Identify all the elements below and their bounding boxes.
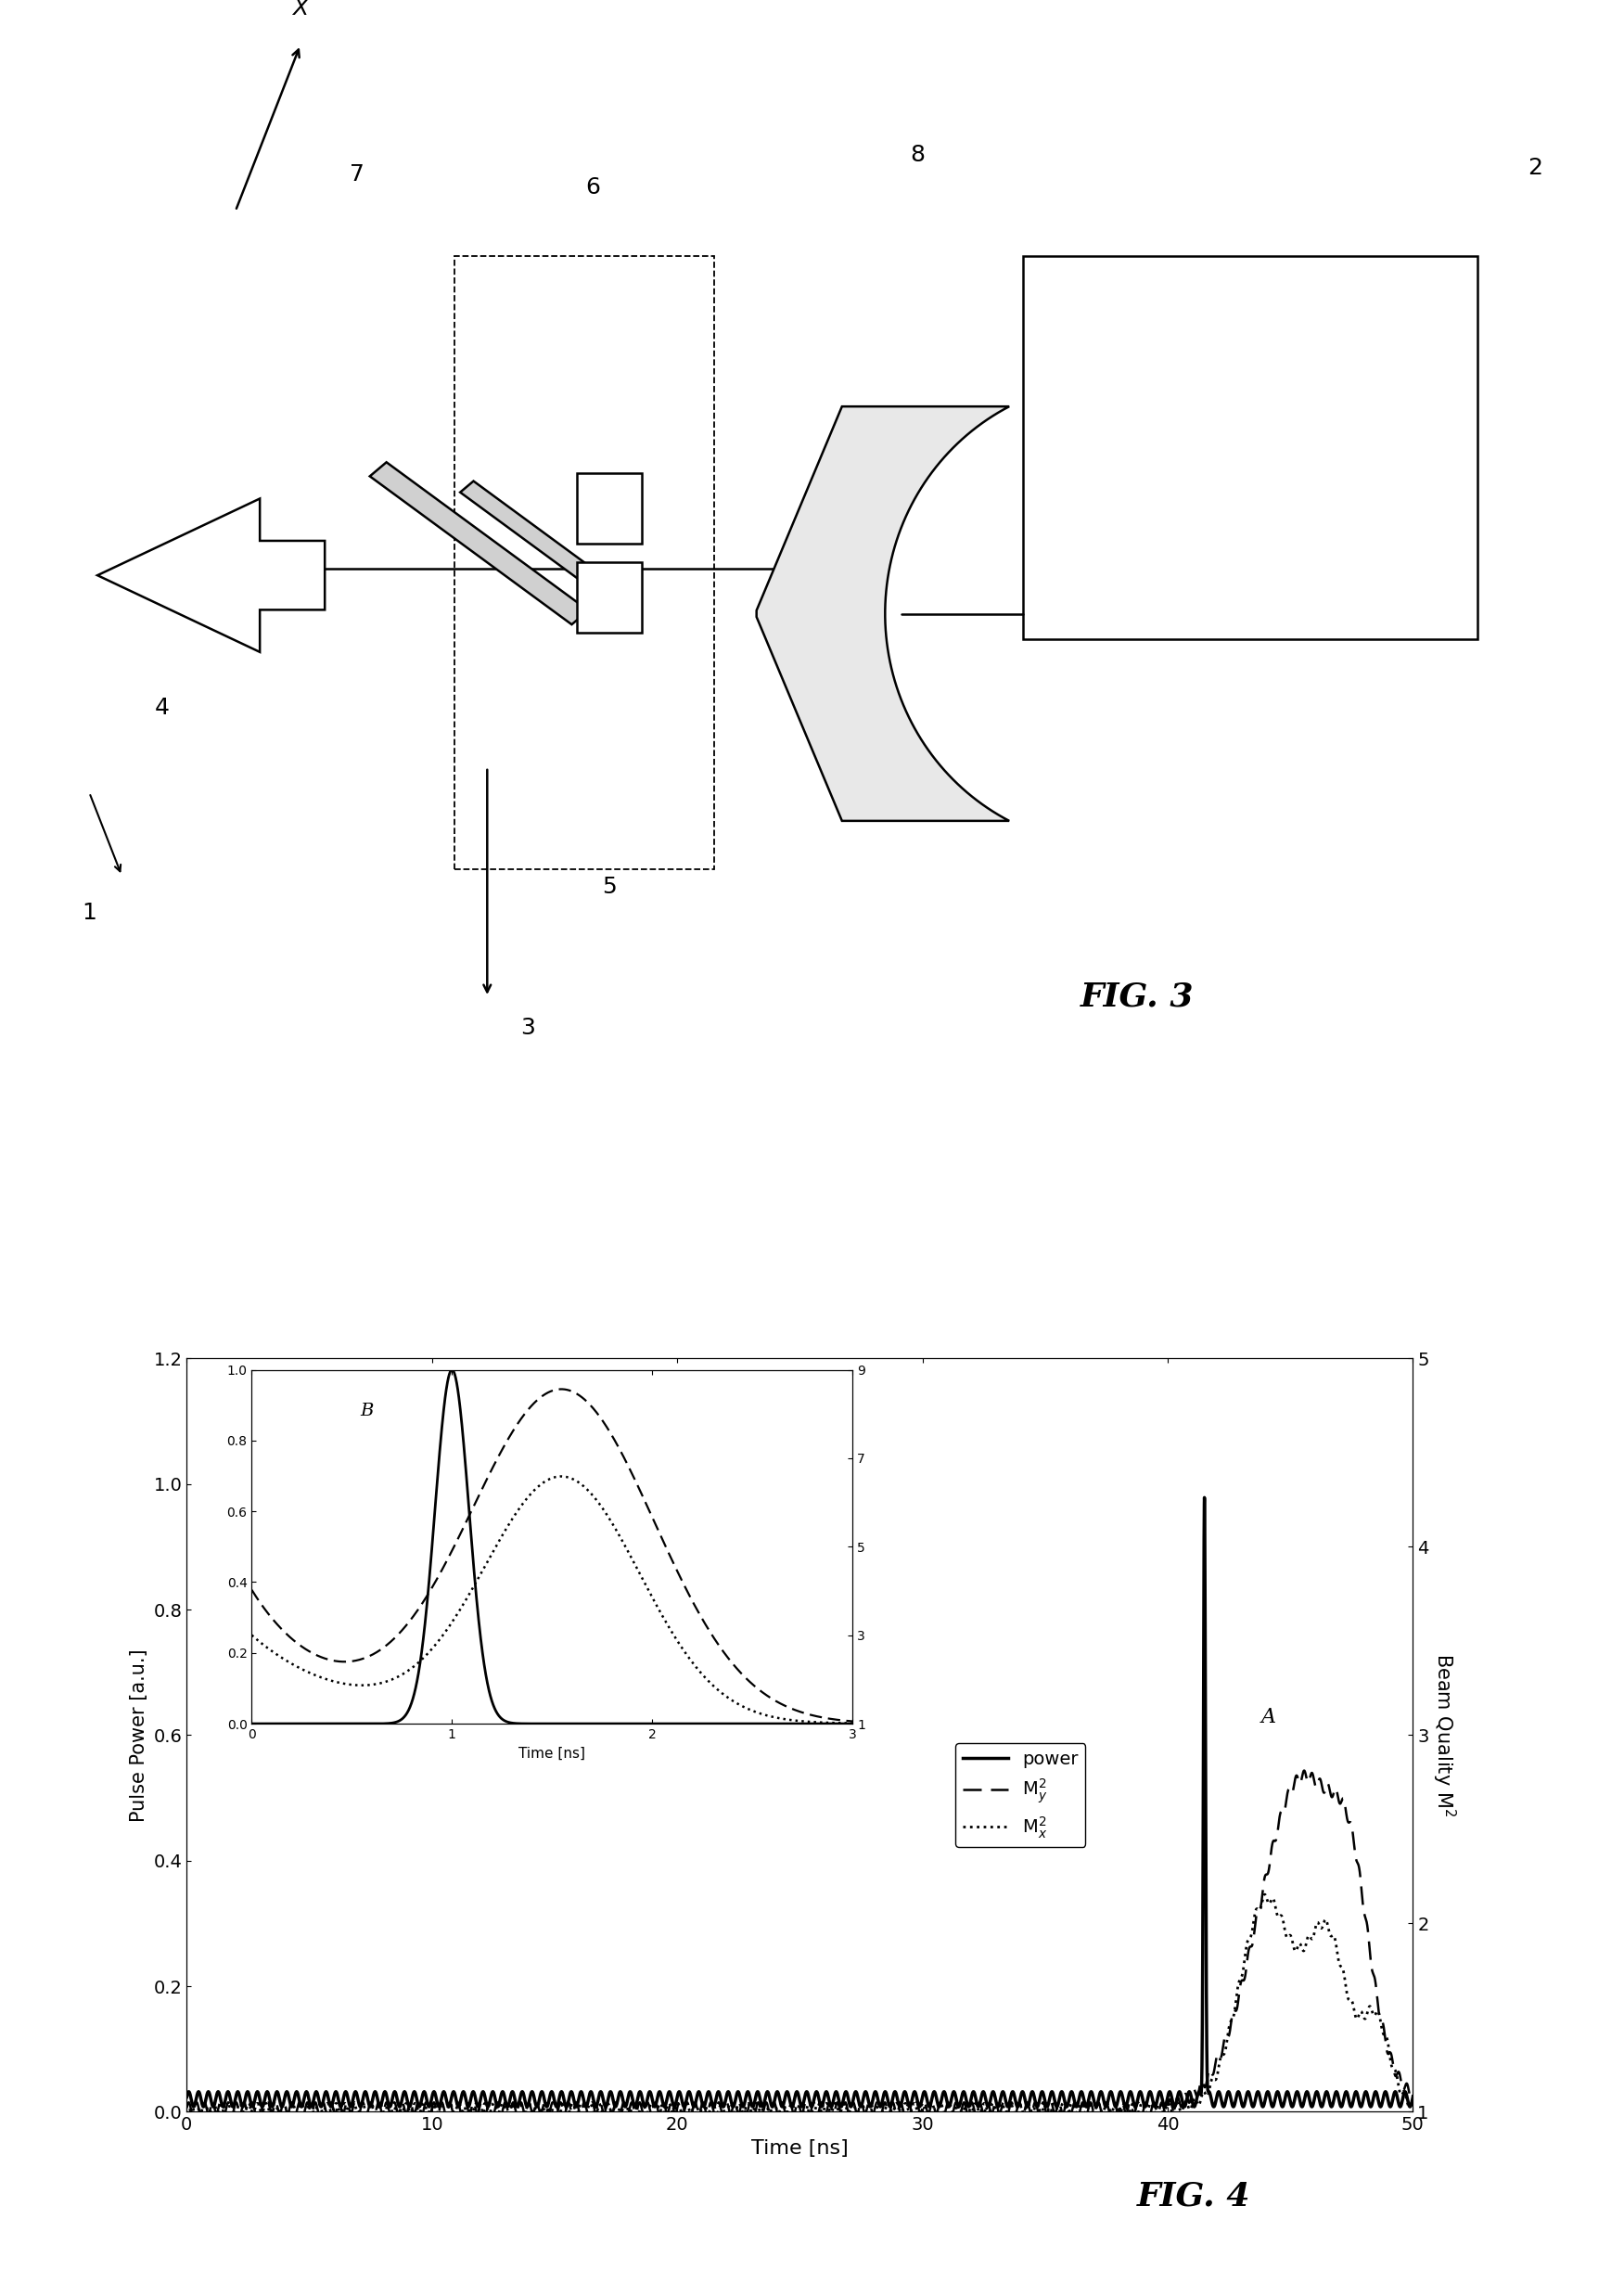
Y-axis label: Beam Quality M$^2$: Beam Quality M$^2$ xyxy=(1431,1653,1457,1817)
Bar xyxy=(1023,256,1478,639)
Polygon shape xyxy=(97,498,325,653)
Line: M$_x^2$: M$_x^2$ xyxy=(187,1895,1413,2112)
Text: 6: 6 xyxy=(585,176,601,199)
Line: M$_y^2$: M$_y^2$ xyxy=(187,1772,1413,2114)
Legend: power, M$_y^2$, M$_x^2$: power, M$_y^2$, M$_x^2$ xyxy=(955,1744,1085,1847)
Text: 2: 2 xyxy=(1527,158,1543,178)
Text: 1: 1 xyxy=(81,902,97,925)
X-axis label: Time [ns]: Time [ns] xyxy=(752,2139,848,2157)
M$_x^2$ xyxy=(1338,1984,1358,2011)
M$_y^2$ xyxy=(227,2091,247,2119)
Text: X: X xyxy=(292,0,309,18)
M$_x^2$ xyxy=(776,2098,796,2125)
Text: FIG. 4: FIG. 4 xyxy=(1137,2180,1250,2212)
power xyxy=(1195,1484,1215,1511)
M$_y^2$ xyxy=(417,2091,437,2119)
M$_x^2$ xyxy=(620,2098,640,2125)
M$_y^2$ xyxy=(250,2089,270,2116)
power xyxy=(776,2080,796,2107)
power xyxy=(182,2091,201,2119)
Bar xyxy=(577,562,641,632)
Text: B: B xyxy=(361,1402,374,1420)
M$_y^2$ xyxy=(182,2100,201,2128)
Text: 7: 7 xyxy=(349,162,365,185)
Text: 8: 8 xyxy=(909,144,926,167)
M$_x^2$ xyxy=(1403,2087,1423,2114)
power xyxy=(1403,2084,1423,2112)
Text: 4: 4 xyxy=(154,696,171,719)
Bar xyxy=(455,256,715,870)
Text: 5: 5 xyxy=(603,877,615,897)
M$_x^2$ xyxy=(177,2089,197,2116)
Polygon shape xyxy=(757,406,1009,822)
M$_x^2$ xyxy=(1255,1881,1275,1909)
M$_x^2$ xyxy=(417,2098,437,2125)
M$_y^2$ xyxy=(689,2100,708,2128)
Text: 3: 3 xyxy=(520,1016,536,1039)
M$_y^2$ xyxy=(177,2094,197,2121)
M$_x^2$ xyxy=(182,2098,201,2125)
Polygon shape xyxy=(460,482,628,605)
power xyxy=(1338,2082,1358,2109)
M$_y^2$ xyxy=(1403,2082,1423,2109)
power xyxy=(250,2087,270,2114)
power xyxy=(400,2094,419,2121)
Y-axis label: Pulse Power [a.u.]: Pulse Power [a.u.] xyxy=(130,1648,148,1822)
Polygon shape xyxy=(370,461,588,626)
power xyxy=(177,2084,197,2112)
M$_y^2$ xyxy=(1294,1758,1314,1785)
M$_x^2$ xyxy=(227,2096,247,2123)
power xyxy=(227,2078,247,2105)
power xyxy=(417,2089,437,2116)
Text: FIG. 3: FIG. 3 xyxy=(1080,982,1194,1014)
Bar xyxy=(577,473,641,543)
M$_y^2$ xyxy=(776,2100,796,2128)
Text: A: A xyxy=(1260,1708,1276,1728)
Line: power: power xyxy=(187,1498,1413,2107)
M$_y^2$ xyxy=(1338,1808,1358,1836)
M$_x^2$ xyxy=(250,2096,270,2123)
X-axis label: Time [ns]: Time [ns] xyxy=(518,1746,586,1760)
